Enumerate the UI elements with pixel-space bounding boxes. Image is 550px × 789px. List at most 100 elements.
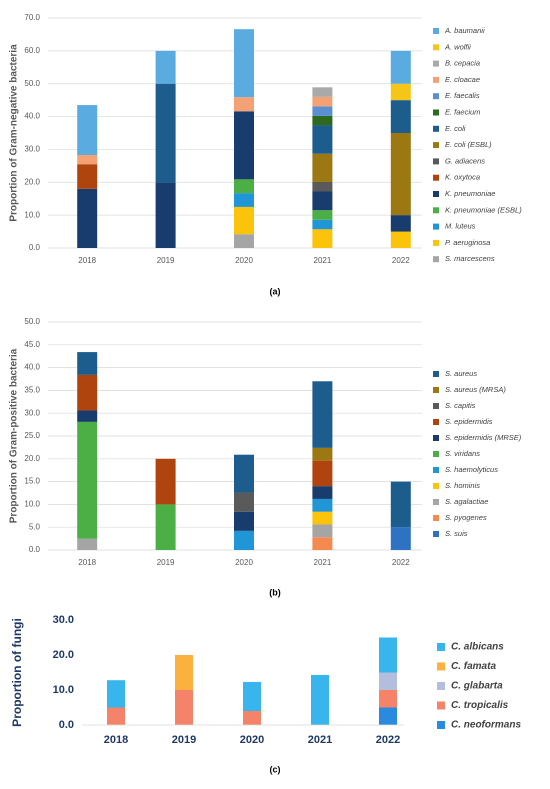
bar-segment bbox=[390, 133, 411, 216]
bar-segment bbox=[312, 498, 333, 512]
legend-label: S. viridans bbox=[445, 449, 480, 458]
legend-label: S. epidermidis bbox=[445, 417, 493, 426]
y-tick-label: 70.0 bbox=[24, 13, 40, 22]
legend-label: C. glabarta bbox=[451, 681, 503, 692]
y-tick-label: 35.0 bbox=[24, 386, 40, 395]
x-tick-label: 2021 bbox=[314, 558, 332, 567]
legend-label: S. aureus (MRSA) bbox=[445, 385, 506, 394]
y-tick-label: 40.0 bbox=[24, 112, 40, 121]
legend-label: S. capitis bbox=[445, 401, 476, 410]
bar-segment bbox=[234, 179, 254, 194]
legend-swatch bbox=[433, 174, 439, 181]
legend-label: M. luteus bbox=[445, 222, 476, 231]
x-tick-label: 2019 bbox=[172, 734, 196, 746]
bar-segment bbox=[390, 231, 411, 248]
legend-swatch bbox=[433, 499, 439, 505]
legend-label: S. marcescens bbox=[445, 254, 495, 263]
bar-segment bbox=[312, 229, 333, 248]
y-tick-label: 0.0 bbox=[29, 545, 41, 554]
bar-segment bbox=[379, 637, 397, 673]
y-tick-label: 40.0 bbox=[24, 363, 40, 372]
x-tick-label: 2022 bbox=[392, 256, 410, 265]
y-tick-label: 25.0 bbox=[24, 431, 40, 440]
legend-swatch bbox=[433, 207, 439, 214]
y-tick-label: 10.0 bbox=[53, 684, 74, 696]
bar-segment bbox=[379, 707, 397, 725]
bar-segment bbox=[312, 106, 333, 116]
legend-label: A. wolfii bbox=[444, 42, 471, 51]
bar-segment bbox=[379, 690, 397, 708]
legend-swatch bbox=[433, 371, 439, 377]
bar-segment bbox=[312, 537, 333, 550]
legend-swatch bbox=[433, 515, 439, 521]
bar-segment bbox=[390, 83, 411, 101]
bar-segment bbox=[155, 504, 176, 550]
legend-swatch bbox=[433, 93, 439, 100]
legend-label: S. epidermidis (MRSE) bbox=[445, 433, 522, 442]
bar-segment bbox=[312, 447, 333, 461]
legend-label: C. famata bbox=[451, 661, 496, 672]
legend-swatch bbox=[433, 403, 439, 409]
bar-segment bbox=[155, 458, 176, 505]
bar-segment bbox=[312, 524, 333, 538]
bar-segment bbox=[390, 100, 411, 133]
legend-swatch bbox=[433, 451, 439, 457]
bar-segment bbox=[234, 234, 254, 248]
bar-segment bbox=[379, 672, 397, 690]
y-tick-label: 50.0 bbox=[24, 317, 40, 326]
legend-swatch bbox=[433, 256, 439, 263]
y-tick-label: 5.0 bbox=[29, 522, 41, 531]
legend-label: E. coli bbox=[445, 124, 466, 133]
bar-segment bbox=[312, 153, 333, 182]
legend-label: E. faecium bbox=[445, 107, 480, 116]
y-axis-title: Proportion of Gram-positive bacteria bbox=[9, 348, 20, 523]
legend-label: P. aeruginosa bbox=[445, 238, 490, 247]
legend-swatch bbox=[433, 142, 439, 149]
legend-label: E. coli (ESBL) bbox=[445, 140, 492, 149]
caption: (b) bbox=[269, 587, 281, 597]
bar-segment bbox=[155, 50, 176, 84]
y-tick-label: 30.0 bbox=[24, 408, 40, 417]
legend-label: G. adiacens bbox=[445, 156, 485, 165]
bar-segment bbox=[312, 381, 333, 448]
caption: (c) bbox=[270, 764, 281, 774]
legend-swatch bbox=[433, 60, 439, 67]
caption: (a) bbox=[270, 286, 281, 296]
legend-label: S. hominis bbox=[445, 481, 480, 490]
legend-swatch bbox=[433, 191, 439, 197]
x-tick-label: 2022 bbox=[376, 734, 400, 746]
legend-label: S. aureus bbox=[445, 369, 477, 378]
legend-label: S. agalactiae bbox=[445, 497, 488, 506]
legend-label: E. faecalis bbox=[445, 91, 480, 100]
bar-segment bbox=[234, 206, 254, 235]
x-tick-label: 2019 bbox=[157, 256, 175, 265]
bar-segment bbox=[77, 164, 98, 189]
bar-segment bbox=[312, 219, 333, 230]
bar-segment bbox=[234, 29, 254, 98]
legend-label: K. pneumoniae (ESBL) bbox=[445, 205, 522, 214]
bar-segment bbox=[312, 87, 333, 97]
bar-segment bbox=[234, 530, 254, 550]
bar-segment bbox=[312, 125, 333, 154]
legend-swatch bbox=[433, 387, 439, 393]
bar-segment bbox=[77, 374, 98, 411]
bar-segment bbox=[234, 454, 254, 493]
legend-swatch bbox=[437, 721, 445, 729]
x-tick-label: 2021 bbox=[308, 734, 332, 746]
legend-swatch bbox=[433, 44, 439, 51]
bar-segment bbox=[107, 707, 125, 725]
y-tick-label: 10.0 bbox=[24, 500, 40, 509]
legend-swatch bbox=[433, 239, 439, 246]
bar-segment bbox=[390, 481, 411, 528]
bar-segment bbox=[77, 421, 98, 539]
bar-segment bbox=[390, 527, 411, 550]
bar-segment bbox=[234, 492, 254, 512]
y-tick-label: 15.0 bbox=[24, 477, 40, 486]
x-tick-label: 2020 bbox=[240, 734, 264, 746]
bar-segment bbox=[155, 83, 176, 183]
bar-segment bbox=[243, 711, 261, 725]
x-tick-label: 2020 bbox=[235, 256, 253, 265]
legend-swatch bbox=[437, 701, 445, 710]
y-tick-label: 60.0 bbox=[24, 46, 40, 55]
